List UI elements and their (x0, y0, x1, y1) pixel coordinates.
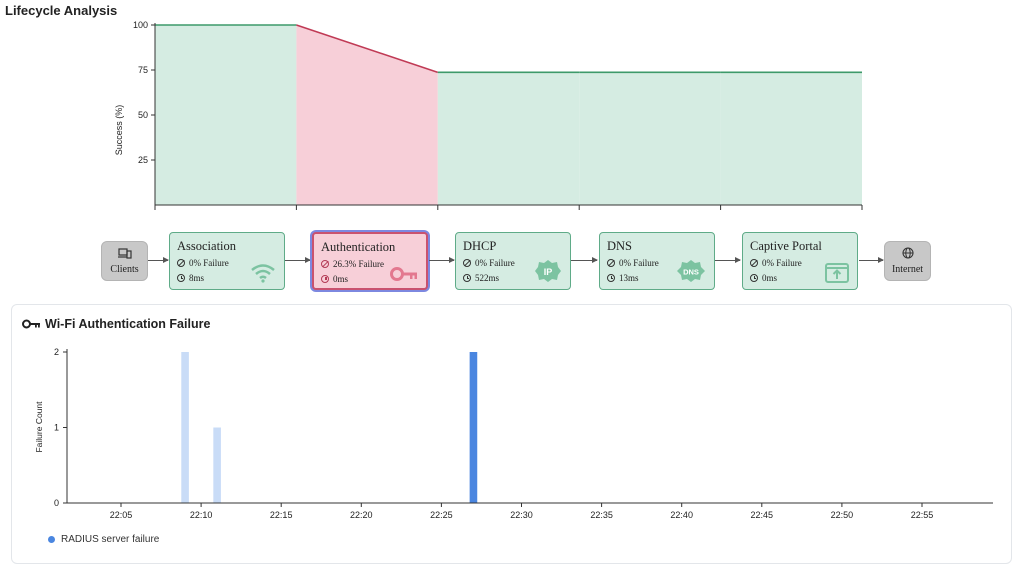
area-segment-captive-portal (720, 72, 862, 205)
stage-time: 0ms (321, 274, 348, 284)
y-tick-label: 2 (54, 347, 59, 357)
failure-text: 26.3% Failure (333, 259, 384, 269)
y-tick-label: 75 (138, 65, 148, 75)
clients-label: Clients (110, 263, 139, 275)
ban-icon (750, 259, 758, 267)
x-tick-label: 22:25 (430, 510, 453, 520)
stage-dns[interactable]: DNS 0% Failure 13ms DNS (599, 232, 715, 290)
key-icon (22, 319, 40, 329)
clients-node[interactable]: Clients (101, 241, 148, 281)
clock-icon (750, 274, 758, 282)
page-title: Lifecycle Analysis (5, 3, 118, 18)
stage-captive-portal[interactable]: Captive Portal 0% Failure 0ms (742, 232, 858, 290)
x-tick-label: 22:05 (110, 510, 133, 520)
failure-bar[interactable] (469, 352, 478, 503)
internet-label: Internet (891, 264, 924, 275)
auth-failure-panel: Wi-Fi Authentication Failure (11, 304, 1012, 564)
clock-icon (177, 274, 185, 282)
stage-authentication[interactable]: Authentication 26.3% Failure 0ms (312, 232, 428, 290)
y-tick-label: 50 (138, 110, 148, 120)
ban-icon (607, 259, 615, 267)
key-icon (390, 267, 417, 281)
failure-bar[interactable] (213, 427, 221, 504)
x-tick-label: 22:40 (670, 510, 693, 520)
ban-icon (177, 259, 185, 267)
x-tick-label: 22:15 (270, 510, 293, 520)
stage-time: 522ms (463, 273, 499, 283)
panel-title: Wi-Fi Authentication Failure (45, 317, 211, 331)
x-tick-label: 22:35 (590, 510, 613, 520)
stage-failure: 0% Failure (750, 258, 802, 268)
time-text: 0ms (762, 273, 778, 283)
failure-bar[interactable] (181, 352, 189, 503)
stage-name: Captive Portal (750, 239, 822, 253)
y-tick-label: 100 (133, 20, 148, 30)
failure-text: 0% Failure (762, 258, 802, 268)
dns-icon: DNS (677, 260, 705, 282)
stage-name: DHCP (463, 239, 497, 253)
x-tick-label: 22:45 (751, 510, 774, 520)
x-tick-label: 22:30 (510, 510, 533, 520)
panel-header: Wi-Fi Authentication Failure (22, 317, 210, 331)
legend-label: RADIUS server failure (61, 534, 160, 545)
y-axis-label: Success (%) (114, 105, 124, 156)
stage-association[interactable]: Association 0% Failure 8ms (169, 232, 285, 290)
flow-arrow (571, 257, 598, 263)
ip-icon: IP (535, 260, 561, 282)
flow-arrow (148, 257, 169, 263)
failure-text: 0% Failure (475, 258, 515, 268)
x-tick-label: 22:20 (350, 510, 373, 520)
stage-time: 13ms (607, 273, 639, 283)
ip-icon-text: IP (544, 267, 553, 277)
dns-icon-text: DNS (683, 268, 699, 277)
ban-icon (463, 259, 471, 267)
ban-icon (321, 260, 329, 268)
chart-legend[interactable]: RADIUS server failure (48, 534, 159, 545)
globe-icon (901, 247, 914, 262)
time-text: 0ms (333, 274, 349, 284)
x-tick-label: 22:10 (190, 510, 213, 520)
flow-arrow (715, 257, 741, 263)
legend-color-dot (48, 536, 55, 543)
lifecycle-stages: Clients Association 0% Failure 8ms Authe… (0, 230, 1024, 292)
time-text: 522ms (475, 273, 500, 283)
y-tick-label: 1 (54, 423, 59, 433)
x-tick-label: 22:50 (831, 510, 854, 520)
wifi-icon (251, 264, 275, 283)
clock-icon (463, 274, 471, 282)
x-tick-label: 22:55 (911, 510, 934, 520)
flow-arrow (285, 257, 311, 263)
portal-icon (825, 263, 849, 283)
stage-time: 0ms (750, 273, 777, 283)
lifecycle-success-chart: 25 50 75 100 Success (%) (114, 20, 863, 210)
y-tick-label: 25 (138, 155, 148, 165)
stage-dhcp[interactable]: DHCP 0% Failure 522ms IP (455, 232, 571, 290)
stage-name: DNS (607, 239, 633, 253)
y-axis-label: Failure Count (34, 401, 44, 453)
failure-text: 0% Failure (189, 258, 229, 268)
y-tick-label: 0 (54, 498, 59, 508)
series-line-segment (296, 24, 439, 74)
stage-time: 8ms (177, 273, 204, 283)
stage-failure: 0% Failure (463, 258, 515, 268)
stage-failure: 26.3% Failure (321, 259, 384, 269)
stage-failure: 0% Failure (607, 258, 659, 268)
devices-icon (117, 247, 132, 262)
internet-node[interactable]: Internet (884, 241, 931, 281)
clock-icon (607, 274, 615, 282)
flow-arrow (859, 257, 884, 263)
time-text: 8ms (189, 273, 205, 283)
area-segment-dhcp (437, 72, 580, 205)
failure-text: 0% Failure (619, 258, 659, 268)
flow-arrow (429, 257, 455, 263)
stage-name: Authentication (321, 240, 396, 254)
stage-failure: 0% Failure (177, 258, 229, 268)
auth-failure-chart: 0 1 2 22:05 22:10 22:15 22:20 22:25 22:30 22:35 22… (34, 347, 993, 520)
area-segment-authentication (296, 25, 438, 205)
area-segment-association (155, 25, 297, 205)
area-segment-dns (579, 72, 721, 205)
stage-name: Association (177, 239, 237, 253)
clock-icon (321, 275, 329, 283)
time-text: 13ms (619, 273, 639, 283)
